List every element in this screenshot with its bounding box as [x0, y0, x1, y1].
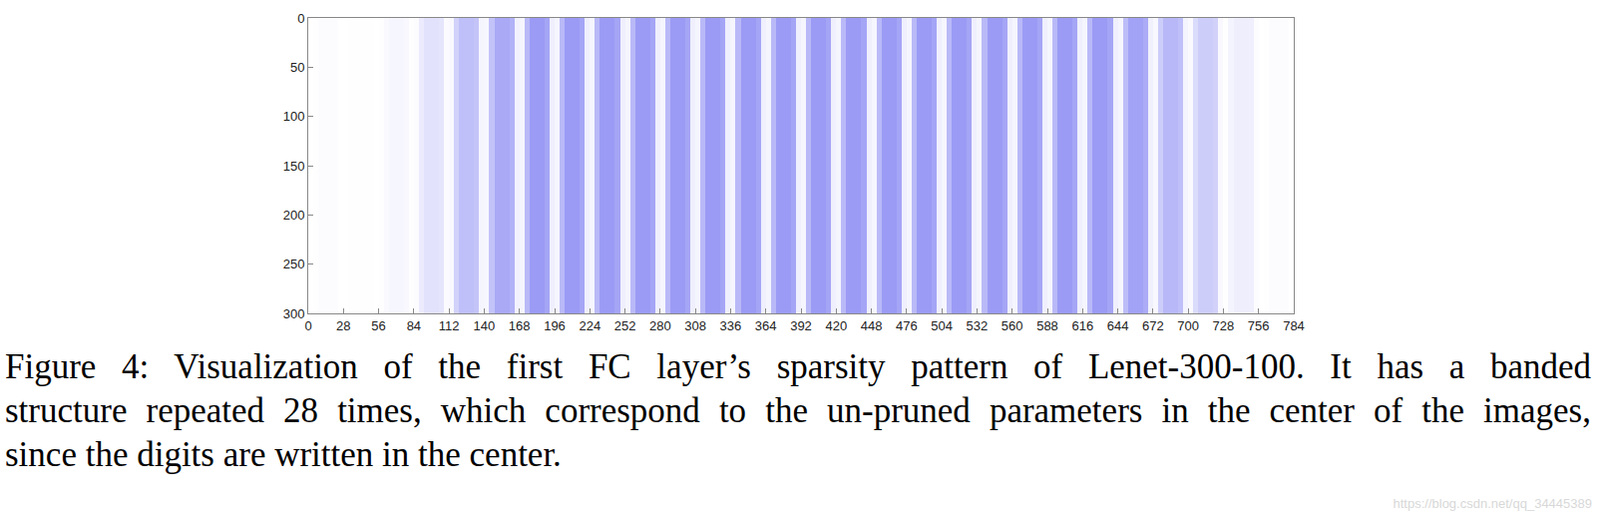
html-text:structure repeated 28 times, w: structure repeated 28 times, which corre…	[4, 391, 1592, 430]
svg-text:784: 784	[1282, 318, 1305, 334]
svg-text:504: 504	[930, 318, 953, 334]
svg-text:588: 588	[1036, 318, 1059, 334]
html-text:since the digits are written i: since the digits are written in the cent…	[4, 434, 562, 474]
svg-text:140: 140	[473, 318, 496, 334]
svg-text:150: 150	[283, 158, 306, 174]
svg-text:308: 308	[684, 318, 707, 334]
svg-text:250: 250	[283, 256, 306, 272]
svg-text:280: 280	[649, 318, 672, 334]
svg-text:728: 728	[1212, 318, 1235, 334]
svg-text:224: 224	[578, 318, 601, 334]
svg-text:560: 560	[1001, 318, 1024, 334]
svg-text:300: 300	[283, 306, 306, 322]
svg-text:756: 756	[1247, 318, 1270, 334]
html-text:https://blog.csdn.net/qq_34445: https://blog.csdn.net/qq_34445389	[1393, 495, 1593, 511]
svg-text:336: 336	[720, 318, 743, 334]
svg-text:50: 50	[290, 59, 305, 75]
svg-text:0: 0	[297, 10, 305, 26]
svg-text:84: 84	[406, 318, 421, 334]
svg-text:532: 532	[966, 318, 989, 334]
svg-text:0: 0	[304, 318, 312, 334]
svg-text:700: 700	[1177, 318, 1200, 334]
svg-text:448: 448	[860, 318, 883, 334]
svg-text:196: 196	[543, 318, 566, 334]
svg-text:252: 252	[614, 318, 637, 334]
svg-text:364: 364	[755, 318, 778, 334]
svg-text:100: 100	[283, 108, 306, 124]
svg-text:112: 112	[438, 318, 460, 334]
svg-text:392: 392	[790, 318, 812, 334]
svg-text:420: 420	[824, 318, 847, 334]
svg-text:672: 672	[1142, 318, 1165, 334]
svg-text:616: 616	[1071, 318, 1094, 334]
svg-text:644: 644	[1107, 318, 1130, 334]
html-text:Figure 4: Visualization of the: Figure 4: Visualization of the first FC …	[4, 347, 1592, 387]
svg-text:200: 200	[283, 207, 306, 223]
svg-text:476: 476	[895, 318, 918, 334]
svg-text:56: 56	[371, 318, 386, 334]
svg-text:28: 28	[336, 318, 351, 334]
svg-text:168: 168	[508, 318, 531, 334]
